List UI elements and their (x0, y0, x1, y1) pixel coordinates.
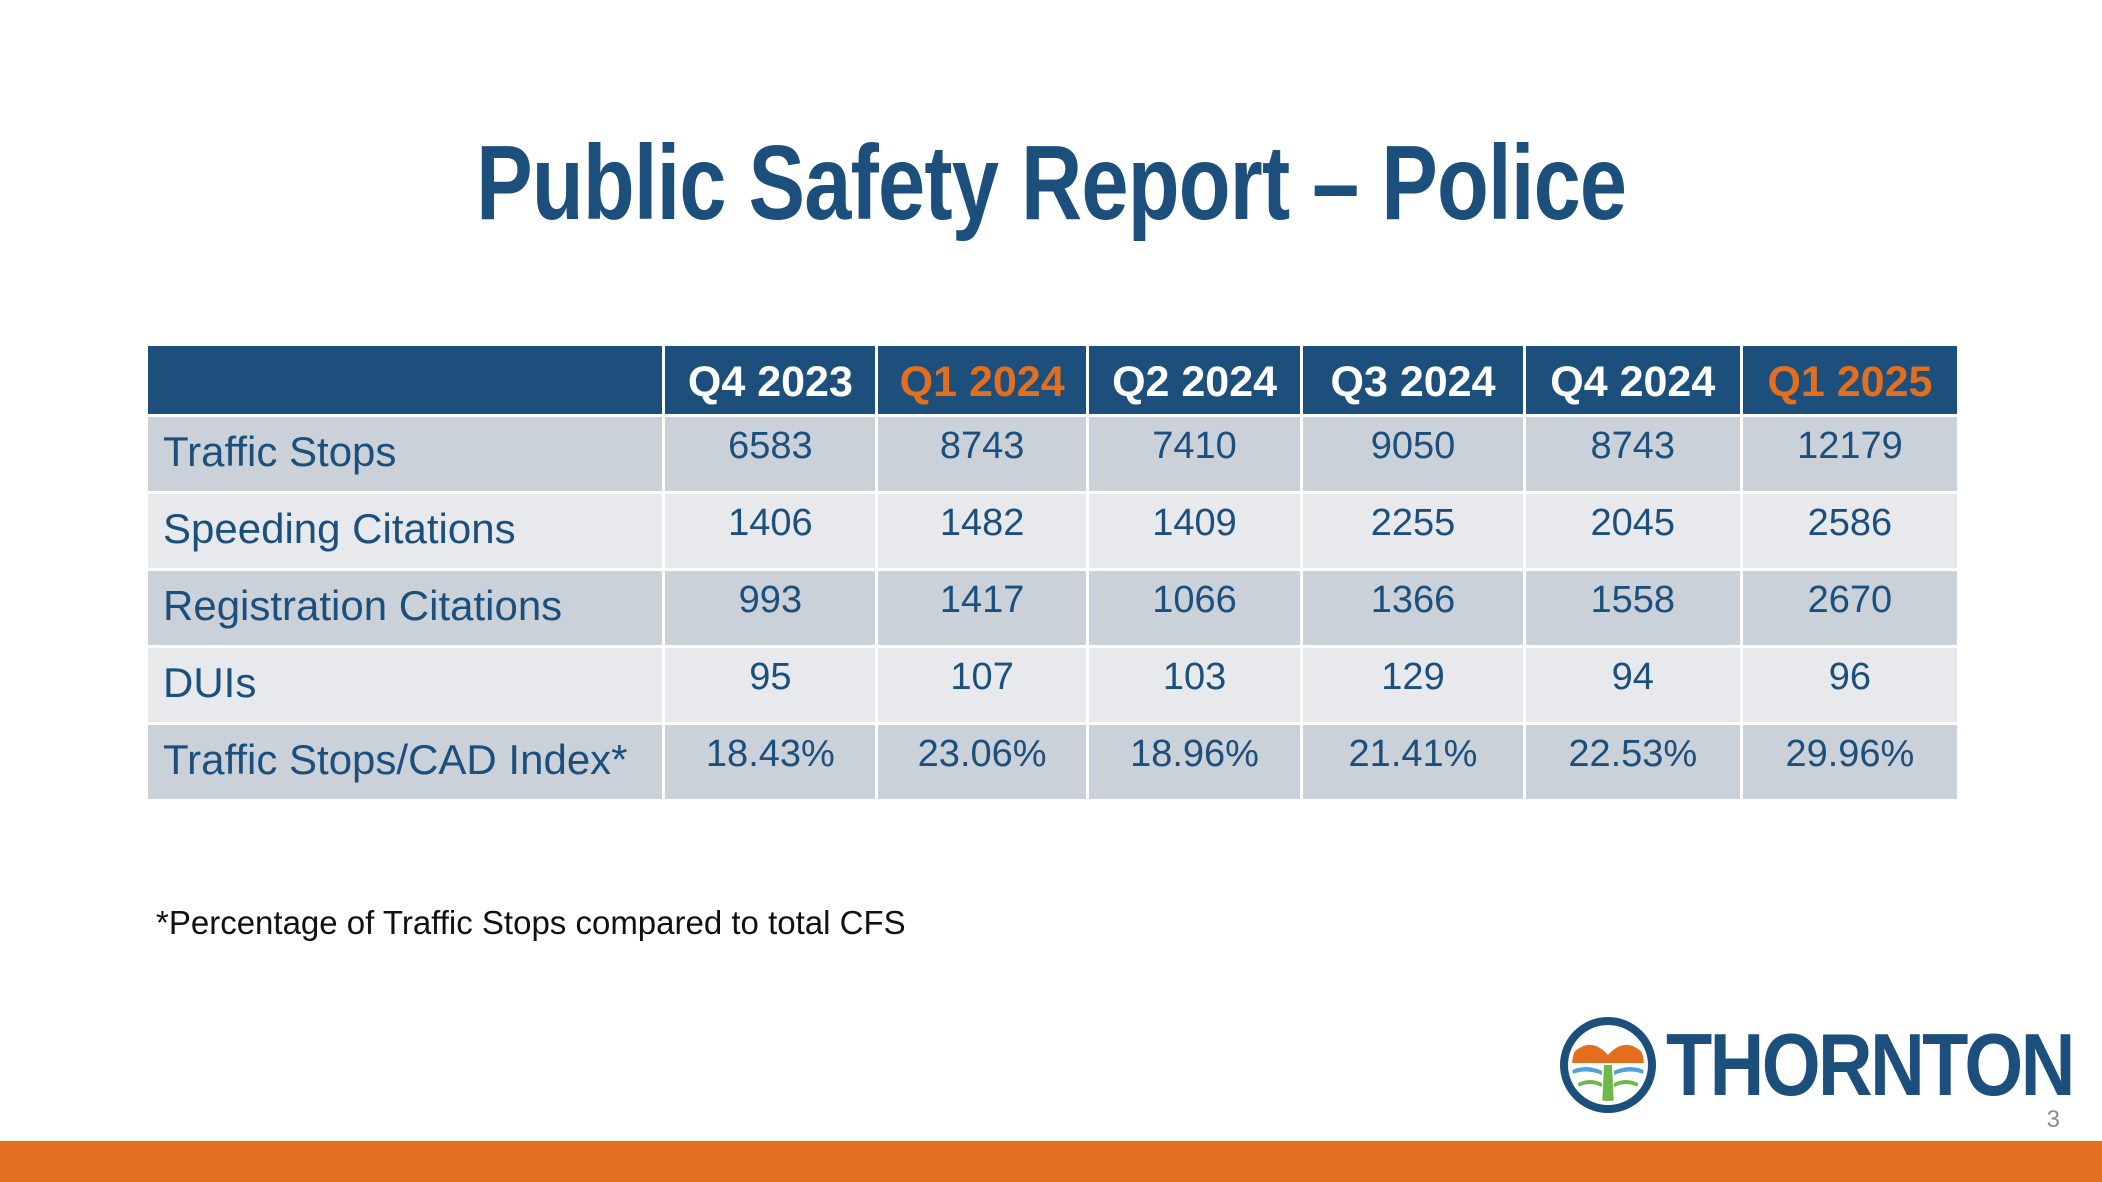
table-cell: 1482 (875, 491, 1089, 571)
row-label: Traffic Stops/CAD Index* (144, 722, 666, 802)
table-cell: 12179 (1739, 414, 1961, 494)
logo-wordmark: THORNTON (1666, 1015, 2075, 1114)
table-cell: 1406 (662, 491, 879, 571)
table-cell: 96 (1739, 645, 1961, 725)
column-header: Q4 2023 (662, 343, 879, 417)
column-header: Q4 2024 (1522, 343, 1743, 417)
table-cell: 2045 (1522, 491, 1743, 571)
table-cell: 2670 (1739, 568, 1961, 648)
table-cell: 94 (1522, 645, 1743, 725)
thornton-emblem-icon (1560, 1017, 1656, 1113)
table-row-cad-index: Traffic Stops/CAD Index* 18.43% 23.06% 1… (144, 722, 1961, 802)
table-cell: 1409 (1085, 491, 1304, 571)
table-cell: 22.53% (1522, 722, 1743, 802)
table-cell: 129 (1300, 645, 1526, 725)
table-cell: 2586 (1739, 491, 1961, 571)
column-header: Q2 2024 (1085, 343, 1304, 417)
table-cell: 1066 (1085, 568, 1304, 648)
table-cell: 9050 (1300, 414, 1526, 494)
slide-title: Public Safety Report – Police (476, 124, 1627, 242)
table-row-duis: DUIs 95 107 103 129 94 96 (144, 645, 1961, 725)
table-cell: 18.96% (1085, 722, 1304, 802)
table-cell: 95 (662, 645, 879, 725)
row-label: Traffic Stops (144, 414, 666, 494)
table-cell: 21.41% (1300, 722, 1526, 802)
footnote: *Percentage of Traffic Stops compared to… (156, 904, 906, 941)
table-row-speeding-citations: Speeding Citations 1406 1482 1409 2255 2… (144, 491, 1961, 571)
police-stats-table: Q4 2023 Q1 2024 Q2 2024 Q3 2024 Q4 2024 … (144, 343, 1961, 802)
column-header: Q3 2024 (1300, 343, 1526, 417)
row-label: DUIs (144, 645, 666, 725)
row-label: Registration Citations (144, 568, 666, 648)
table-cell: 993 (662, 568, 879, 648)
table-row-traffic-stops: Traffic Stops 6583 8743 7410 9050 8743 1… (144, 414, 1961, 494)
column-header-highlighted: Q1 2025 (1739, 343, 1961, 417)
table-cell: 6583 (662, 414, 879, 494)
page-number: 3 (2046, 1106, 2060, 1133)
table-row-registration-citations: Registration Citations 993 1417 1066 136… (144, 568, 1961, 648)
table-cell: 107 (875, 645, 1089, 725)
table-cell: 7410 (1085, 414, 1304, 494)
bottom-accent-bar (0, 1141, 2102, 1182)
table-cell: 2255 (1300, 491, 1526, 571)
table-cell: 8743 (1522, 414, 1743, 494)
row-label: Speeding Citations (144, 491, 666, 571)
column-header-highlighted: Q1 2024 (875, 343, 1089, 417)
header-corner-cell (144, 343, 666, 417)
table-cell: 1417 (875, 568, 1089, 648)
table-header-row: Q4 2023 Q1 2024 Q2 2024 Q3 2024 Q4 2024 … (144, 343, 1961, 417)
table-cell: 103 (1085, 645, 1304, 725)
thornton-logo: THORNTON (1558, 1015, 2075, 1115)
table-cell: 18.43% (662, 722, 879, 802)
table-cell: 23.06% (875, 722, 1089, 802)
table-cell: 1558 (1522, 568, 1743, 648)
table-cell: 29.96% (1739, 722, 1961, 802)
table-cell: 8743 (875, 414, 1089, 494)
table-cell: 1366 (1300, 568, 1526, 648)
